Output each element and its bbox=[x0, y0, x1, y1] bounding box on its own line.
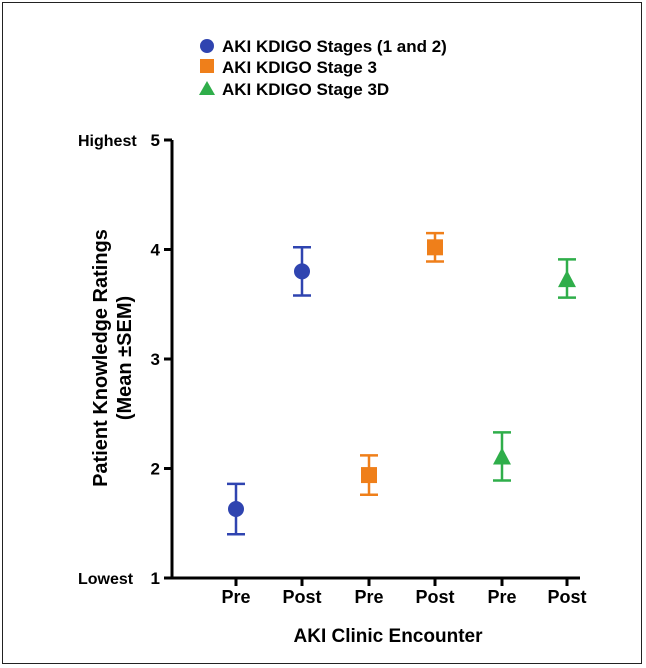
point-circle bbox=[294, 263, 310, 280]
data-point bbox=[493, 431, 511, 482]
point-triangle bbox=[558, 270, 576, 288]
legend-marker-square bbox=[200, 59, 214, 73]
point-triangle bbox=[493, 447, 511, 465]
x-tick-label: Post bbox=[547, 587, 586, 607]
legend-entry-stage-3: AKI KDIGO Stage 3 bbox=[200, 58, 377, 77]
legend-marker-triangle bbox=[199, 81, 215, 95]
data-point bbox=[558, 258, 576, 299]
x-tick-label: Pre bbox=[487, 587, 516, 607]
y-tick-label: 2 bbox=[151, 460, 160, 479]
legend-label: AKI KDIGO Stage 3D bbox=[222, 80, 389, 99]
legend-marker-circle bbox=[200, 39, 214, 53]
point-circle bbox=[228, 501, 244, 518]
x-tick-label: Post bbox=[415, 587, 454, 607]
y-tick-label: 4 bbox=[151, 241, 161, 260]
legend-label: AKI KDIGO Stage 3 bbox=[222, 58, 377, 77]
data-points bbox=[227, 231, 576, 536]
y-axis-title: Patient Knowledge Ratings (Mean ±SEM) bbox=[90, 229, 136, 487]
y-tick-label: 5 bbox=[151, 131, 160, 150]
y-tick-label: 1 bbox=[151, 569, 160, 588]
y-axis-sublabel: (Mean ±SEM) bbox=[114, 296, 136, 420]
y-ticks: 1 2 3 4 5 bbox=[151, 131, 172, 588]
y-top-label: Highest bbox=[78, 133, 137, 150]
data-point bbox=[293, 246, 311, 297]
x-tick-label: Pre bbox=[354, 587, 383, 607]
y-bottom-label: Lowest bbox=[78, 571, 134, 588]
legend-entry-stages-1-2: AKI KDIGO Stages (1 and 2) bbox=[200, 37, 447, 56]
x-tick-label: Pre bbox=[221, 587, 250, 607]
x-ticks: Pre Post Pre Post Pre Post bbox=[221, 578, 587, 607]
point-square bbox=[361, 467, 377, 484]
data-point bbox=[426, 231, 444, 263]
point-square bbox=[427, 239, 443, 256]
legend: AKI KDIGO Stages (1 and 2) AKI KDIGO Sta… bbox=[199, 37, 447, 99]
x-tick-label: Post bbox=[282, 587, 321, 607]
data-point bbox=[227, 482, 245, 536]
y-axis-label: Patient Knowledge Ratings bbox=[90, 229, 112, 487]
y-tick-label: 3 bbox=[151, 350, 160, 369]
data-point bbox=[360, 454, 378, 497]
x-axis-label: AKI Clinic Encounter bbox=[294, 626, 484, 647]
legend-label: AKI KDIGO Stages (1 and 2) bbox=[222, 37, 447, 56]
legend-entry-stage-3d: AKI KDIGO Stage 3D bbox=[199, 80, 389, 99]
